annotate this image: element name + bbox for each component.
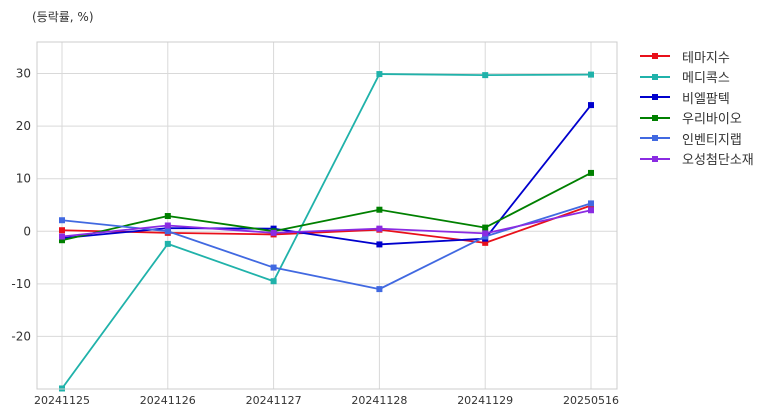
y-tick-label: -20 — [11, 329, 31, 343]
data-point — [588, 102, 594, 109]
series-6 — [59, 207, 594, 240]
legend-label: 테마지수 — [682, 50, 730, 66]
data-point — [59, 233, 65, 240]
data-point — [588, 169, 594, 176]
plot-frame — [36, 41, 618, 390]
legend-swatch-marker — [652, 135, 658, 142]
series-5 — [59, 200, 594, 293]
x-tick-label: 20241127 — [246, 394, 302, 407]
data-point — [164, 213, 171, 220]
legend-item: 인벤티지랩 — [640, 128, 754, 149]
legend-label: 인벤티지랩 — [682, 132, 742, 148]
y-tick-label: 30 — [16, 67, 31, 81]
legend-swatch — [640, 112, 670, 124]
x-tick-label: 20250516 — [563, 394, 619, 407]
data-point — [588, 207, 594, 214]
legend-item: 우리바이오 — [640, 108, 754, 129]
series-layer — [59, 71, 594, 392]
data-point — [59, 237, 65, 244]
legend-swatch — [640, 153, 670, 165]
legend-item: 메디콕스 — [640, 67, 754, 88]
data-point — [482, 224, 489, 231]
axis-layer: 20241125 20241126 20241127 20241128 20241129… — [11, 67, 619, 407]
y-tick-label: 10 — [16, 172, 31, 186]
data-point — [376, 241, 383, 248]
x-tick-label: 20241125 — [34, 394, 90, 407]
legend-item: 비엘팜텍 — [640, 87, 754, 108]
data-point — [164, 228, 171, 235]
series-line — [61, 73, 592, 390]
data-point — [482, 239, 489, 246]
series-line — [61, 209, 592, 238]
data-point — [482, 233, 489, 240]
legend-label: 비엘팜텍 — [682, 91, 730, 107]
data-point — [376, 71, 383, 78]
legend-swatch-marker — [652, 114, 658, 121]
legend-label: 오성첨단소재 — [682, 153, 754, 169]
legend-swatch-marker — [652, 94, 658, 101]
x-tick-label: 20241129 — [457, 394, 513, 407]
series-2 — [59, 71, 594, 392]
grid-layer — [37, 42, 617, 389]
legend-swatch-marker — [652, 73, 658, 80]
series-line — [61, 202, 592, 291]
unit-label: (등락률, %) — [32, 10, 94, 24]
legend-item: 테마지수 — [640, 46, 754, 67]
data-point — [482, 72, 489, 79]
data-point — [270, 278, 277, 285]
legend-swatch — [640, 71, 670, 83]
y-tick-label: -10 — [11, 277, 31, 291]
data-point — [59, 227, 65, 234]
data-point — [588, 200, 594, 207]
legend-label: 메디콕스 — [682, 71, 730, 87]
data-point — [376, 286, 383, 293]
legend-swatch — [640, 50, 670, 62]
data-point — [164, 222, 171, 229]
data-point — [482, 230, 489, 237]
series-3 — [59, 102, 594, 248]
legend-item: 오성첨단소재 — [640, 149, 754, 170]
data-point — [59, 217, 65, 224]
data-point — [376, 225, 383, 232]
series-line — [61, 172, 592, 242]
data-point — [59, 385, 65, 392]
legend-swatch — [640, 132, 670, 144]
x-tick-label: 20241126 — [140, 394, 196, 407]
data-point — [376, 206, 383, 213]
legend-swatch — [640, 91, 670, 103]
legend-label: 우리바이오 — [682, 112, 742, 128]
data-point — [588, 71, 594, 78]
y-tick-label: 20 — [16, 119, 31, 133]
legend-swatch-marker — [652, 155, 658, 162]
series-line — [61, 204, 592, 244]
data-point — [270, 229, 277, 236]
x-tick-label: 20241128 — [351, 394, 407, 407]
y-tick-label: 0 — [23, 224, 31, 238]
data-point — [270, 264, 277, 271]
legend-swatch-marker — [652, 53, 658, 60]
series-1 — [59, 202, 594, 246]
data-point — [164, 240, 171, 247]
